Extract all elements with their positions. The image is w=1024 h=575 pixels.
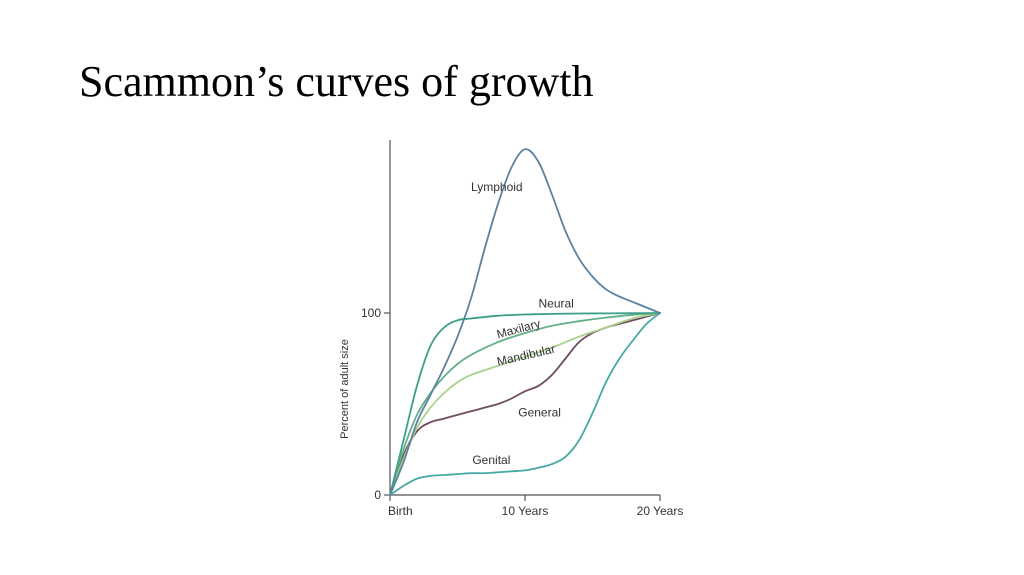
curve-genital	[389, 312, 661, 496]
axes: 0 100 Birth 10 Years 20 Years Percent of adul…	[339, 140, 683, 518]
x-tick-label: Birth	[388, 504, 413, 518]
x-tick-label: 10 Years	[502, 504, 549, 518]
curve-maxilary	[389, 312, 661, 496]
curves	[389, 148, 661, 496]
growth-chart: 0 100 Birth 10 Years 20 Years Percent of adul…	[339, 140, 683, 518]
curve-label-lymphoid: Lymphoid	[471, 180, 523, 194]
curve-label-mandibular: Mandibular	[496, 342, 557, 369]
curve-general	[389, 312, 661, 496]
x-tick-label: 20 Years	[637, 504, 684, 518]
curve-neural	[389, 312, 661, 496]
curve-lymphoid	[389, 148, 661, 496]
curve-mandibular	[389, 312, 661, 496]
y-tick-label: 100	[361, 306, 381, 320]
curve-label-neural: Neural	[539, 297, 574, 311]
curve-label-maxilary: Maxilary	[495, 316, 542, 341]
y-axis-label: Percent of adult size	[339, 339, 351, 439]
curve-label-general: General	[518, 406, 561, 420]
y-tick-label: 0	[374, 488, 381, 502]
curve-label-genital: Genital	[472, 453, 510, 467]
slide-title: Scammon’s curves of growth	[79, 57, 594, 106]
